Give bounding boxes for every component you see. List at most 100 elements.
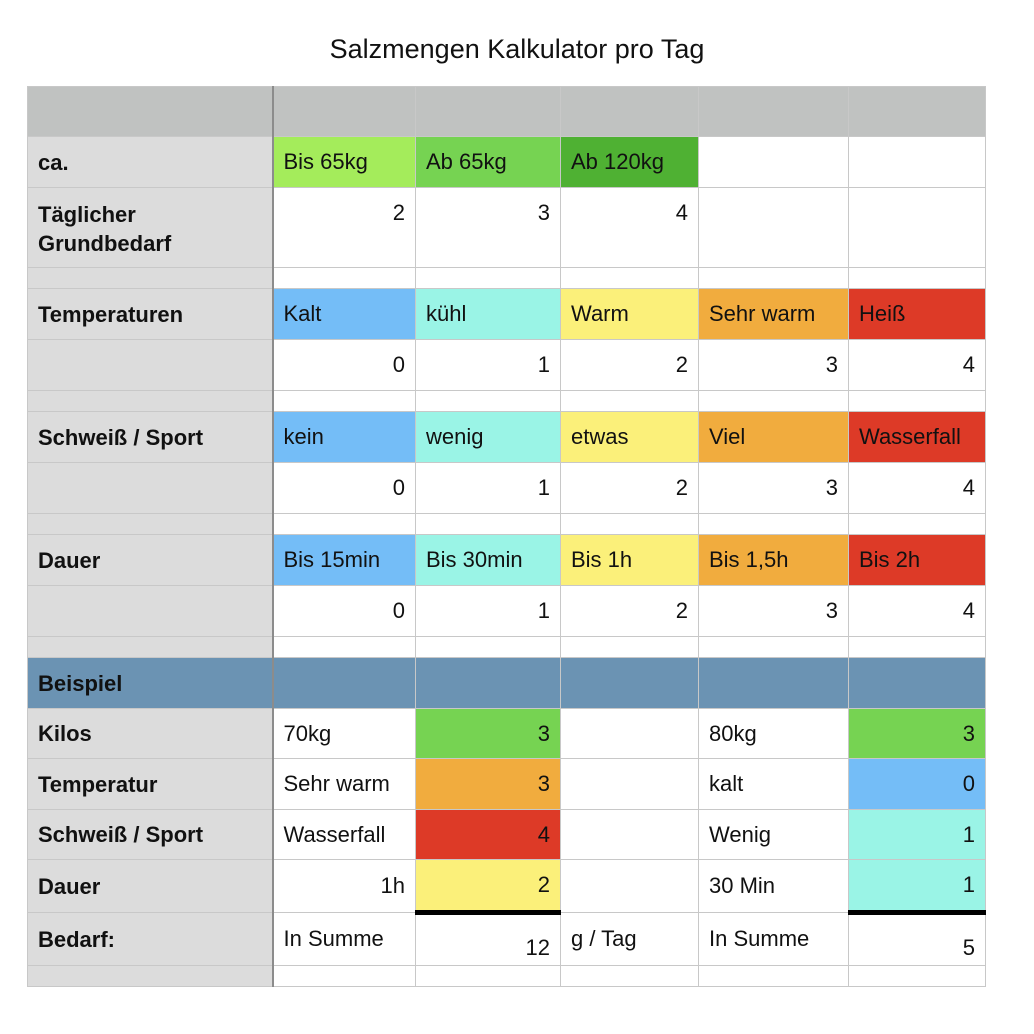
example-a-input: Sehr warm — [272, 758, 416, 810]
value-cell: 4 — [848, 585, 986, 637]
value-cell: 2 — [560, 339, 699, 391]
temperature-category: Warm — [560, 288, 699, 340]
spacer-row — [27, 636, 986, 658]
example-a-input: 1h — [272, 859, 416, 913]
value-cell: 4 — [848, 339, 986, 391]
value-cell: 2 — [560, 462, 699, 514]
header-row — [27, 86, 986, 137]
total-label: In Summe — [698, 912, 849, 966]
example-b-value: 1 — [848, 859, 986, 915]
header-cell — [415, 86, 561, 137]
example-b-input: kalt — [698, 758, 849, 810]
empty-cell — [560, 758, 699, 810]
example-a-value: 3 — [415, 758, 561, 810]
example-header: Beispiel — [27, 657, 274, 709]
total-value: 5 — [848, 912, 986, 966]
header-cell — [848, 86, 986, 137]
header-cell — [560, 86, 699, 137]
example-sweat-row: Schweiß / Sport Wasserfall 4 Wenig 1 — [27, 809, 986, 860]
value-cell: 0 — [272, 339, 416, 391]
sweat-category: Wasserfall — [848, 411, 986, 463]
duration-row: Dauer Bis 15min Bis 30min Bis 1h Bis 1,5… — [27, 534, 986, 586]
spacer-row — [27, 267, 986, 289]
value-cell: 4 — [848, 462, 986, 514]
total-label: In Summe — [272, 912, 416, 966]
example-temperature-row: Temperatur Sehr warm 3 kalt 0 — [27, 758, 986, 810]
weight-row: ca. Bis 65kg Ab 65kg Ab 120kg — [27, 136, 986, 188]
spacer-row — [27, 390, 986, 412]
duration-values-row: 0 1 2 3 4 — [27, 585, 986, 637]
row-label: ca. — [27, 136, 274, 188]
temperature-category: Heiß — [848, 288, 986, 340]
value-cell: 1 — [415, 339, 561, 391]
temperature-category: Kalt — [272, 288, 416, 340]
value-cell: 3 — [698, 462, 849, 514]
header-cell — [698, 86, 849, 137]
temperature-row: Temperaturen Kalt kühl Warm Sehr warm He… — [27, 288, 986, 340]
row-label — [27, 462, 274, 514]
empty-cell — [560, 859, 699, 913]
value-cell: 0 — [272, 585, 416, 637]
value-cell: 2 — [560, 585, 699, 637]
value-cell: 3 — [698, 585, 849, 637]
sweat-row: Schweiß / Sport kein wenig etwas Viel Wa… — [27, 411, 986, 463]
value-cell: 1 — [415, 585, 561, 637]
duration-category: Bis 30min — [415, 534, 561, 586]
example-a-value: 4 — [415, 809, 561, 860]
row-label: Bedarf: — [27, 912, 274, 966]
example-b-input: Wenig — [698, 809, 849, 860]
row-label: Schweiß / Sport — [27, 809, 274, 860]
empty-cell — [698, 187, 849, 268]
page-title: Salzmengen Kalkulator pro Tag — [329, 34, 705, 64]
example-a-input: Wasserfall — [272, 809, 416, 860]
duration-category: Bis 15min — [272, 534, 416, 586]
row-label: Kilos — [27, 708, 274, 759]
row-label: Temperaturen — [27, 288, 274, 340]
example-header-row: Beispiel — [27, 657, 986, 709]
example-total-row: Bedarf: In Summe 12 g / Tag In Summe 5 — [27, 912, 986, 966]
row-label: Dauer — [27, 534, 274, 586]
sweat-category: Viel — [698, 411, 849, 463]
temperature-category: kühl — [415, 288, 561, 340]
example-a-input: 70kg — [272, 708, 416, 759]
example-b-input: 80kg — [698, 708, 849, 759]
sweat-category: kein — [272, 411, 416, 463]
row-label — [27, 585, 274, 637]
example-b-value: 0 — [848, 758, 986, 810]
value-cell: 4 — [560, 187, 699, 268]
sweat-values-row: 0 1 2 3 4 — [27, 462, 986, 514]
value-cell: 1 — [415, 462, 561, 514]
duration-category: Bis 1,5h — [698, 534, 849, 586]
row-label: Temperatur — [27, 758, 274, 810]
value-cell: 3 — [698, 339, 849, 391]
temperature-values-row: 0 1 2 3 4 — [27, 339, 986, 391]
salt-calculator-table: ca. Bis 65kg Ab 65kg Ab 120kg Täglicher … — [27, 86, 986, 987]
example-a-value: 3 — [415, 708, 561, 759]
duration-category: Bis 1h — [560, 534, 699, 586]
total-unit: g / Tag — [560, 912, 699, 966]
sweat-category: etwas — [560, 411, 699, 463]
header-cell — [27, 86, 274, 137]
value-cell: 0 — [272, 462, 416, 514]
row-label: Täglicher Grundbedarf — [27, 187, 274, 268]
empty-cell — [560, 809, 699, 860]
weight-category: Ab 120kg — [560, 136, 699, 188]
example-b-value: 1 — [848, 809, 986, 860]
duration-category: Bis 2h — [848, 534, 986, 586]
empty-cell — [848, 136, 986, 188]
example-kilos-row: Kilos 70kg 3 80kg 3 — [27, 708, 986, 759]
weight-category: Ab 65kg — [415, 136, 561, 188]
row-label — [27, 339, 274, 391]
example-duration-row: Dauer 1h 2 30 Min 1 — [27, 859, 986, 915]
sweat-category: wenig — [415, 411, 561, 463]
example-b-input: 30 Min — [698, 859, 849, 913]
header-cell — [272, 86, 416, 137]
row-label: Dauer — [27, 859, 274, 913]
empty-cell — [698, 136, 849, 188]
empty-cell — [848, 187, 986, 268]
example-b-value: 3 — [848, 708, 986, 759]
total-value: 12 — [415, 912, 561, 966]
value-cell: 3 — [415, 187, 561, 268]
weight-category: Bis 65kg — [272, 136, 416, 188]
example-a-value: 2 — [415, 859, 561, 915]
